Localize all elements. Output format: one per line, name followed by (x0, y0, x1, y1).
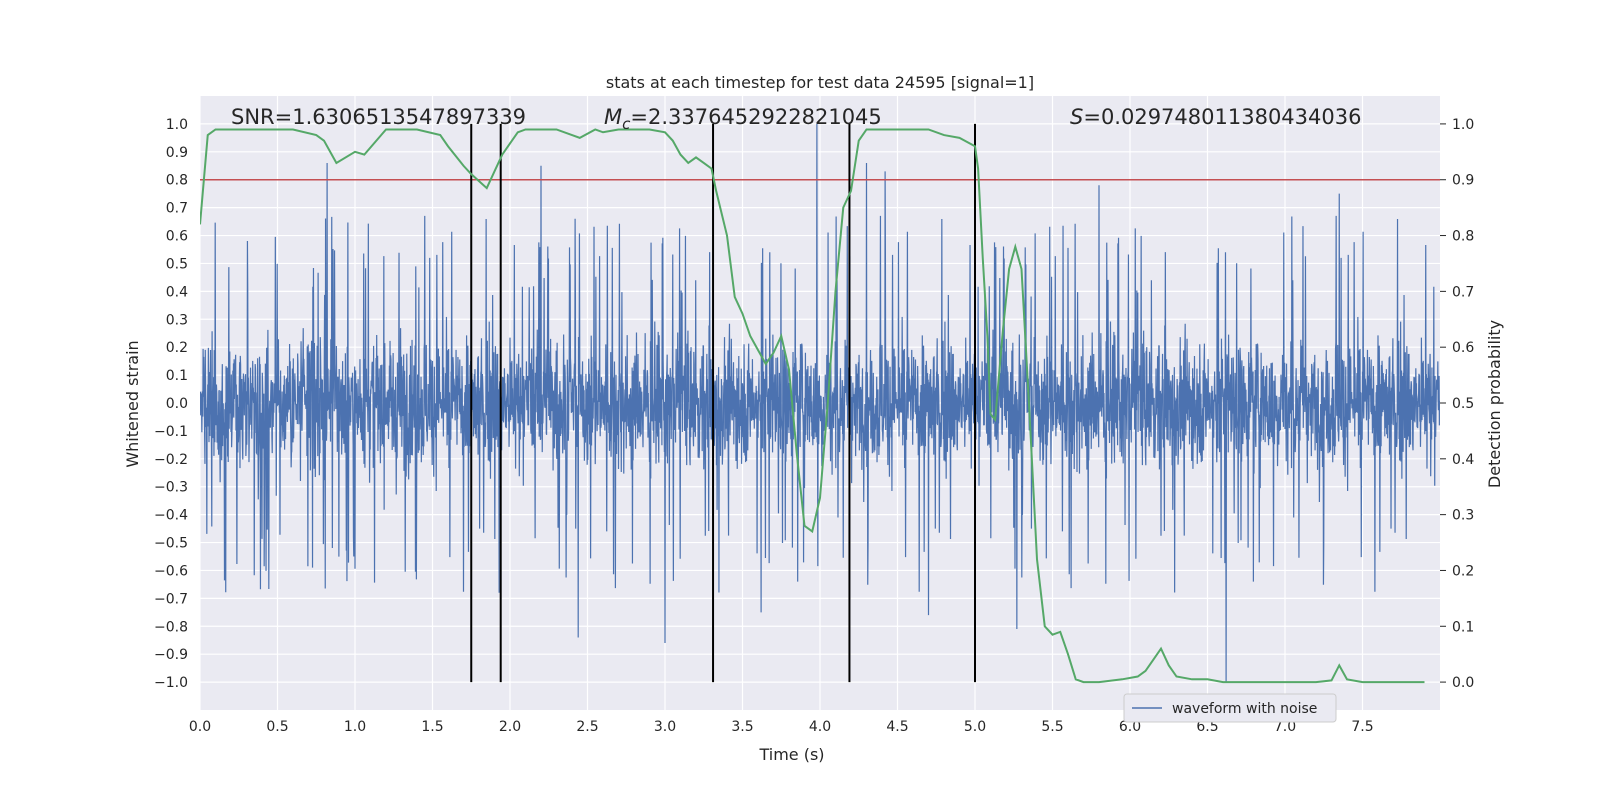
snr-annotation: SNR=1.6306513547897339 (231, 105, 526, 129)
y2-tick-label: 0.7 (1452, 284, 1474, 300)
s-annotation: S=0.029748011380434036 (1070, 105, 1361, 129)
legend-waveform-label: waveform with noise (1172, 701, 1317, 717)
y-tick-label: 0.1 (166, 368, 188, 384)
legend-box (1123, 693, 1337, 723)
y-axis-ticks: 1.0 0.9 0.8 0.7 0.6 0.5 0.4 0.3 0.2 0.1 0.0 −0.1 −0.… (154, 117, 188, 691)
y-tick-label: 0.0 (166, 396, 188, 412)
y2-tick-label: 0.4 (1452, 452, 1474, 468)
x-tick-label: 0.5 (266, 719, 288, 735)
y-tick-label: −0.7 (154, 591, 188, 607)
y2-tick-label: 0.2 (1452, 563, 1474, 579)
y-tick-label: 0.4 (166, 284, 188, 300)
x-tick-label: 5.0 (964, 719, 986, 735)
y-axis-label: Whitened strain (123, 340, 142, 467)
y-tick-label: 1.0 (166, 117, 188, 133)
chirp-mass-subscript: c (622, 115, 631, 133)
x-tick-label: 4.5 (886, 719, 908, 735)
x-tick-label: 2.5 (576, 719, 598, 735)
x-tick-label: 0.0 (189, 719, 211, 735)
y-tick-label: −1.0 (154, 675, 188, 691)
y-tick-label: −0.5 (154, 536, 188, 552)
y2-tick-label: 0.5 (1452, 396, 1474, 412)
x-axis-ticks: 0.0 0.5 1.0 1.5 2.0 2.5 3.0 3.5 4.0 4.5 5.0 5.5 6.0 6… (189, 719, 1374, 735)
x-tick-label: 4.0 (809, 719, 831, 735)
y-tick-label: −0.4 (154, 508, 188, 524)
s-value: =0.029748011380434036 (1083, 105, 1361, 129)
y2-axis-label: Detection probability (1485, 320, 1504, 488)
y-tick-label: −0.2 (154, 452, 188, 468)
x-tick-label: 6.0 (1119, 719, 1141, 735)
x-axis-label: Time (s) (758, 745, 824, 764)
y-tick-label: −0.3 (154, 480, 188, 496)
y-tick-label: 0.9 (166, 145, 188, 161)
y-tick-label: 0.3 (166, 312, 188, 328)
y-tick-label: 0.2 (166, 340, 188, 356)
plot-content (200, 123, 1440, 684)
y2-tick-label: 0.3 (1452, 508, 1474, 524)
y2-tick-label: 1.0 (1452, 117, 1474, 133)
y2-tick-label: 0.6 (1452, 340, 1474, 356)
chirp-mass-annotation: Mc=2.3376452922821045 (604, 105, 882, 133)
x-tick-label: 5.5 (1041, 719, 1063, 735)
s-symbol: S (1070, 105, 1083, 129)
x-tick-label: 7.0 (1274, 719, 1296, 735)
chart-title: stats at each timestep for test data 245… (606, 73, 1034, 92)
x-tick-label: 7.5 (1351, 719, 1373, 735)
legend: waveform with noise (1123, 693, 1337, 723)
waveform-series (200, 123, 1440, 683)
y-tick-label: 0.5 (166, 256, 188, 272)
y2-tick-label: 0.8 (1452, 229, 1474, 245)
y-tick-label: 0.8 (166, 173, 188, 189)
y-tick-label: −0.6 (154, 563, 188, 579)
x-tick-label: 2.0 (499, 719, 521, 735)
detection-probability-series (200, 128, 1425, 684)
y2-tick-label: 0.9 (1452, 173, 1474, 189)
y-tick-label: −0.8 (154, 619, 188, 635)
y-tick-label: 0.7 (166, 201, 188, 217)
x-tick-label: 1.5 (421, 719, 443, 735)
y-tick-label: −0.1 (154, 424, 188, 440)
y2-tick-label: 0.1 (1452, 619, 1474, 635)
x-tick-label: 3.0 (654, 719, 676, 735)
x-tick-label: 3.5 (731, 719, 753, 735)
chirp-mass-value: =2.3376452922821045 (630, 105, 881, 129)
y2-tick-label: 0.0 (1452, 675, 1474, 691)
vertical-markers (470, 123, 976, 683)
x-tick-label: 1.0 (344, 719, 366, 735)
y-tick-label: −0.9 (154, 647, 188, 663)
x-tick-label: 6.5 (1196, 719, 1218, 735)
chirp-mass-symbol: M (604, 105, 622, 129)
y2-axis-ticks: 1.0 0.9 0.8 0.7 0.6 0.5 0.4 0.3 0.2 0.1 0.0 (1440, 117, 1474, 691)
y-tick-label: 0.6 (166, 229, 188, 245)
